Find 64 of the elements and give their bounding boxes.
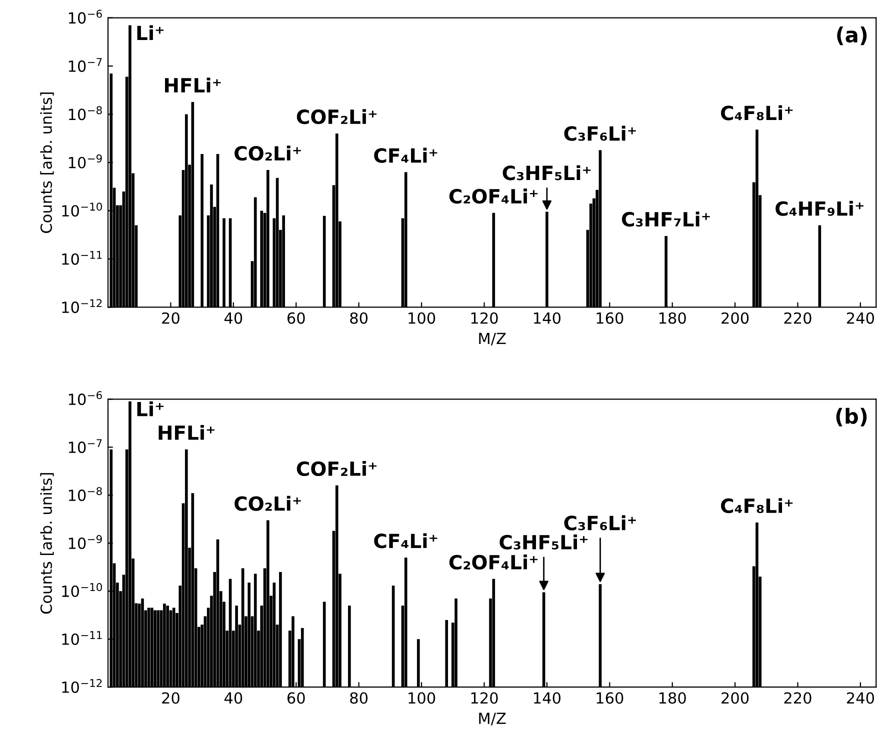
x-tick-label: 240 [846, 312, 874, 324]
annotation: COF₂Li⁺ [296, 460, 377, 476]
y-tick-label: 10$^{−8}$ [68, 487, 102, 502]
annotation: C₃F₆Li⁺ [564, 126, 636, 141]
y-tick-label: 10$^{−9}$ [68, 535, 102, 550]
annotation: C₃HF₅Li⁺ [500, 534, 588, 550]
x-tick-label: 80 [350, 692, 368, 704]
x-tick-label: 60 [287, 312, 305, 324]
x-tick-label: 160 [596, 312, 624, 324]
y-tick-label: 10$^{−6}$ [68, 10, 102, 24]
annotation: CF₄Li⁺ [374, 533, 438, 548]
x-tick-label: 180 [659, 312, 686, 324]
annotation: HFLi⁺ [165, 78, 221, 92]
x-tick-label: 220 [784, 312, 812, 324]
x-tick-label: 20 [162, 692, 180, 704]
y-tick-label: 10$^{−7}$ [68, 58, 102, 72]
x-tick-label: 100 [408, 692, 436, 704]
y-tick-label: 10$^{−11}$ [62, 631, 102, 646]
y-tick-label: 10$^{−11}$ [62, 251, 102, 265]
y-tick-label: 10$^{−12}$ [62, 299, 102, 314]
x-tick-label: 180 [659, 692, 686, 704]
annotation: COF₂Li⁺ [296, 109, 377, 124]
annotation: CO₂Li⁺ [234, 496, 301, 511]
annotation: C₃F₆Li⁺ [564, 515, 636, 530]
x-tick-label: 120 [471, 692, 498, 704]
annotation: CO₂Li⁺ [234, 146, 301, 161]
y-tick-label: 10$^{−6}$ [68, 391, 102, 406]
y-axis-title: Counts [arb. units] [40, 473, 54, 614]
x-axis-title: M/Z [479, 712, 506, 726]
y-tick-label: 10$^{−8}$ [68, 106, 102, 120]
annotation: C₄F₈Li⁺ [720, 498, 793, 514]
y-tick-label: 10$^{−12}$ [62, 678, 102, 693]
x-tick-label: 140 [534, 312, 560, 324]
x-tick-label: 40 [224, 692, 242, 704]
x-tick-label: 120 [471, 312, 498, 324]
y-axis-title: Counts [arb. units] [40, 92, 54, 233]
annotation: C₄HF₉Li⁺ [776, 200, 864, 216]
annotation: C₄F₈Li⁺ [720, 105, 793, 120]
x-tick-label: 240 [846, 692, 874, 704]
annotation: C₂OF₄Li⁺ [449, 188, 538, 204]
x-tick-label: 200 [722, 692, 749, 704]
x-tick-label: 80 [350, 312, 368, 324]
annotation: Li⁺ [137, 401, 164, 416]
annotation: C₃HF₅Li⁺ [502, 165, 591, 180]
x-tick-label: 40 [224, 312, 242, 324]
x-tick-label: 160 [596, 692, 624, 704]
x-tick-label: 140 [534, 692, 560, 704]
y-tick-label: 10$^{−10}$ [62, 583, 102, 598]
y-tick-label: 10$^{−9}$ [68, 154, 102, 168]
x-tick-label: 100 [408, 312, 436, 324]
annotation: Li⁺ [137, 25, 164, 40]
x-tick-label: 60 [287, 692, 305, 704]
x-tick-label: 20 [162, 312, 180, 324]
annotation: (a) [837, 26, 867, 46]
annotation: C₂OF₄Li⁺ [449, 554, 538, 570]
annotation: C₃HF₇Li⁺ [622, 212, 710, 227]
annotation: CF₄Li⁺ [374, 148, 438, 163]
x-tick-label: 220 [784, 692, 812, 704]
annotation: HFLi⁺ [158, 425, 215, 440]
x-tick-label: 200 [722, 312, 749, 324]
annotation: (b) [836, 408, 867, 426]
y-tick-label: 10$^{−7}$ [68, 439, 102, 454]
y-tick-label: 10$^{−10}$ [62, 202, 102, 217]
x-axis-title: M/Z [479, 332, 506, 346]
